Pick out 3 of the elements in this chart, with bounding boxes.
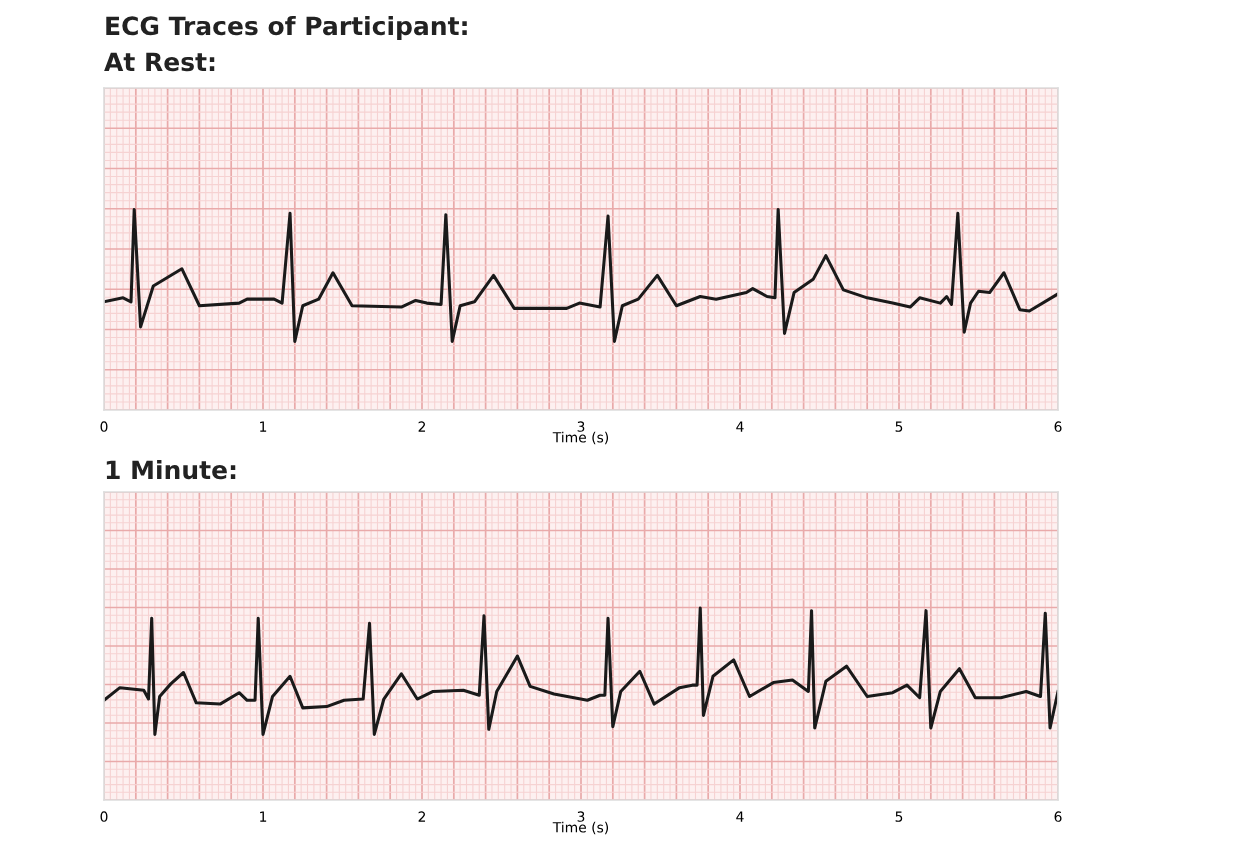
chart-subtitle: At Rest: <box>104 52 215 72</box>
chart-title: 1 Minute: <box>106 459 236 480</box>
chart-title: ECG Traces of Participant: <box>106 15 467 41</box>
